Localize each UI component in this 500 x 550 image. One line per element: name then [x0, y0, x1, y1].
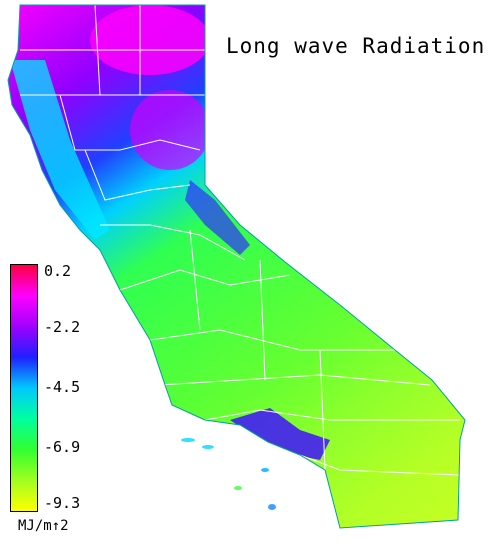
- channel-islands: [181, 438, 276, 510]
- legend-tick-2: -2.2: [44, 318, 81, 336]
- legend-tick-bottom: -9.3: [44, 494, 81, 512]
- legend-tick-3: -4.5: [44, 378, 81, 396]
- legend-tick-top: 0.2: [44, 262, 72, 280]
- color-scale-bar: [10, 264, 38, 512]
- map-title: Long wave Radiation: [226, 34, 486, 58]
- legend-tick-4: -6.9: [44, 438, 81, 456]
- county-lines: [20, 5, 461, 476]
- legend-unit: MJ/m↑2: [18, 518, 69, 534]
